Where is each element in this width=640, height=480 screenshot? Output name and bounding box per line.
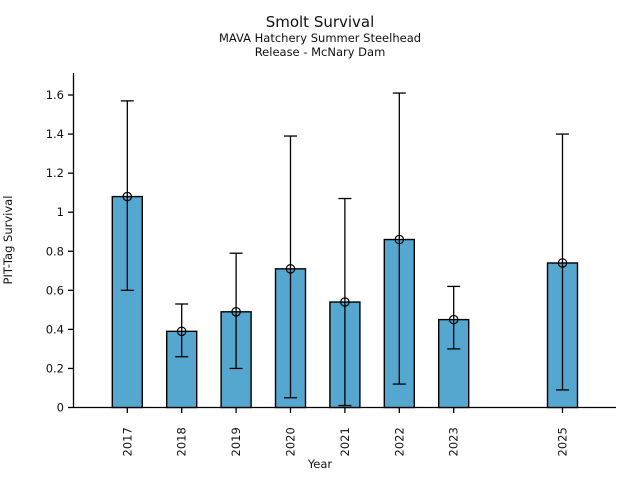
- point-marker-2025: [557, 258, 568, 268]
- x-tick-label-2021: 2021: [338, 427, 352, 456]
- point-marker-2019: [231, 307, 241, 317]
- x-tick-label-2025: 2025: [556, 427, 570, 456]
- point-marker-2018: [176, 326, 187, 337]
- point-marker-2020: [285, 264, 296, 274]
- x-tick-label-2018: 2018: [175, 427, 189, 456]
- x-axis-label: Year: [307, 457, 333, 471]
- x-tick-label-2022: 2022: [392, 427, 406, 456]
- y-axis-label: PIT-Tag Survival: [1, 195, 15, 285]
- chart-subtitle-line1: MAVA Hatchery Summer Steelhead: [218, 31, 422, 45]
- y-tick-label: 0.4: [46, 322, 64, 336]
- y-tick-label: 0.6: [46, 283, 64, 297]
- y-tick-label: 1.2: [46, 166, 64, 180]
- x-tick-label-2019: 2019: [229, 427, 243, 456]
- y-tick-label: 0.8: [46, 244, 64, 258]
- y-tick-label: 0: [57, 401, 64, 415]
- x-tick-label-2023: 2023: [447, 427, 461, 456]
- point-marker-2022: [394, 234, 405, 245]
- point-marker-2021: [340, 297, 350, 307]
- point-marker-2017: [122, 191, 133, 202]
- chart-title: Smolt Survival: [265, 13, 375, 31]
- point-marker-2023: [448, 314, 459, 325]
- y-tick-label: 1.4: [46, 127, 64, 141]
- chart-subtitle-line2: Release - McNary Dam: [254, 45, 386, 59]
- y-tick-label: 0.2: [46, 361, 64, 375]
- x-tick-label-2017: 2017: [120, 427, 134, 456]
- x-tick-label-2020: 2020: [284, 427, 298, 456]
- y-tick-label: 1.6: [46, 88, 64, 102]
- y-tick-label: 1: [57, 205, 64, 219]
